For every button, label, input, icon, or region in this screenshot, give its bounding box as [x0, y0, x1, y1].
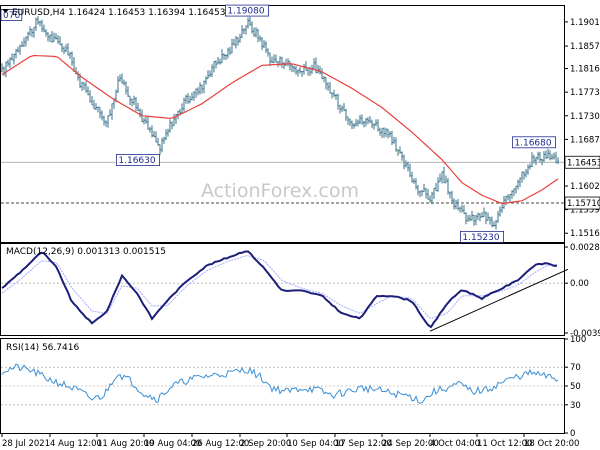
annotation-label: 1.15230 [462, 233, 499, 243]
price-y-tick-label: 1.15590 [570, 206, 600, 216]
x-tick-label: 17 Sep 12:00 [335, 439, 392, 449]
price-panel-frame [0, 5, 565, 243]
annotation-box [0, 9, 23, 21]
annotation-label: 1.16630 [118, 156, 155, 166]
price-y-tick-label: 1.16870 [570, 135, 600, 145]
macd-y-tick-label: -0.00394 [570, 329, 600, 339]
annotation-box [459, 230, 504, 243]
price-y-tick-label: 1.19010 [570, 18, 600, 28]
macd-line [1, 250, 558, 329]
price-panel: 1.19010 1.18570 1.18160 1.17730 1.17300 1.168… [0, 4, 600, 243]
x-tick-label: 18 Oct 20:00 [524, 439, 579, 449]
annotation-box [224, 4, 269, 17]
rsi-y-tick-label: 50 [570, 382, 581, 392]
price-y-tick-label: 1.18570 [570, 42, 600, 52]
rsi-y-tick-label: 0 [570, 429, 575, 439]
chart-menu-icon[interactable] [2, 9, 9, 13]
macd-panel: 0.002861 0.00 -0.00394 [1, 243, 600, 339]
macd-trendline [429, 268, 569, 332]
watermark: ActionForex.com [201, 180, 359, 202]
x-tick-label: 11 Oct 12:00 [477, 439, 532, 449]
rsi-y-tick-label: 100 [570, 335, 586, 345]
x-tick-label: 11 Aug 20:00 [97, 439, 154, 449]
annotation-label: 1.19080 [227, 7, 264, 17]
x-tick-label: 10 Sep 04:00 [287, 439, 344, 449]
x-tick-label: 4 Aug 12:00 [50, 439, 102, 449]
macd-y-tick-label: 0.002861 [570, 243, 600, 253]
x-tick-label: 26 Aug 12:00 [192, 439, 249, 449]
last-price-box [564, 155, 600, 169]
rsi-y-tick-label: 70 [570, 363, 581, 373]
annotation-label: 070 [3, 11, 20, 21]
macd-y-tick-label: 0.00 [570, 279, 589, 289]
price-y-tick-label: 1.18160 [570, 65, 600, 75]
annotation-label: 1.16680 [514, 138, 551, 148]
price-y-tick-label: 1.17730 [570, 88, 600, 98]
x-tick-label: 4 Oct 04:00 [430, 439, 480, 449]
price-header: EURUSD,H4 1.16424 1.16453 1.16394 1.1645… [12, 8, 225, 18]
price-y-tick-label: 1.15160 [570, 229, 600, 239]
x-tick-label: 28 Jul 2021 [2, 439, 50, 449]
price-y-tick-label: 1.16020 [570, 182, 600, 192]
rsi-panel: 100 70 50 30 0 [1, 335, 586, 439]
moving-average-line [1, 54, 559, 205]
x-tick-label: 2 Sep 20:00 [240, 439, 291, 449]
last-price-label: 1.16453 [567, 158, 600, 168]
macd-header: MACD(12,26,9) 0.001313 0.001515 [6, 247, 166, 257]
annotation-box [116, 154, 161, 166]
rsi-line [1, 363, 559, 404]
price-y-tick-label: 1.17300 [570, 112, 600, 122]
support-label: 1.15710 [567, 199, 600, 209]
x-tick-label: 19 Aug 04:00 [144, 439, 201, 449]
rsi-y-tick-label: 30 [570, 401, 581, 411]
annotation-box [512, 136, 557, 149]
rsi-header: RSI(14) 56.7416 [6, 343, 79, 353]
macd-signal-line [1, 255, 558, 319]
support-label-box [564, 196, 600, 210]
macd-panel-frame [0, 243, 565, 336]
x-tick-label: 24 Sep 20:00 [382, 439, 439, 449]
